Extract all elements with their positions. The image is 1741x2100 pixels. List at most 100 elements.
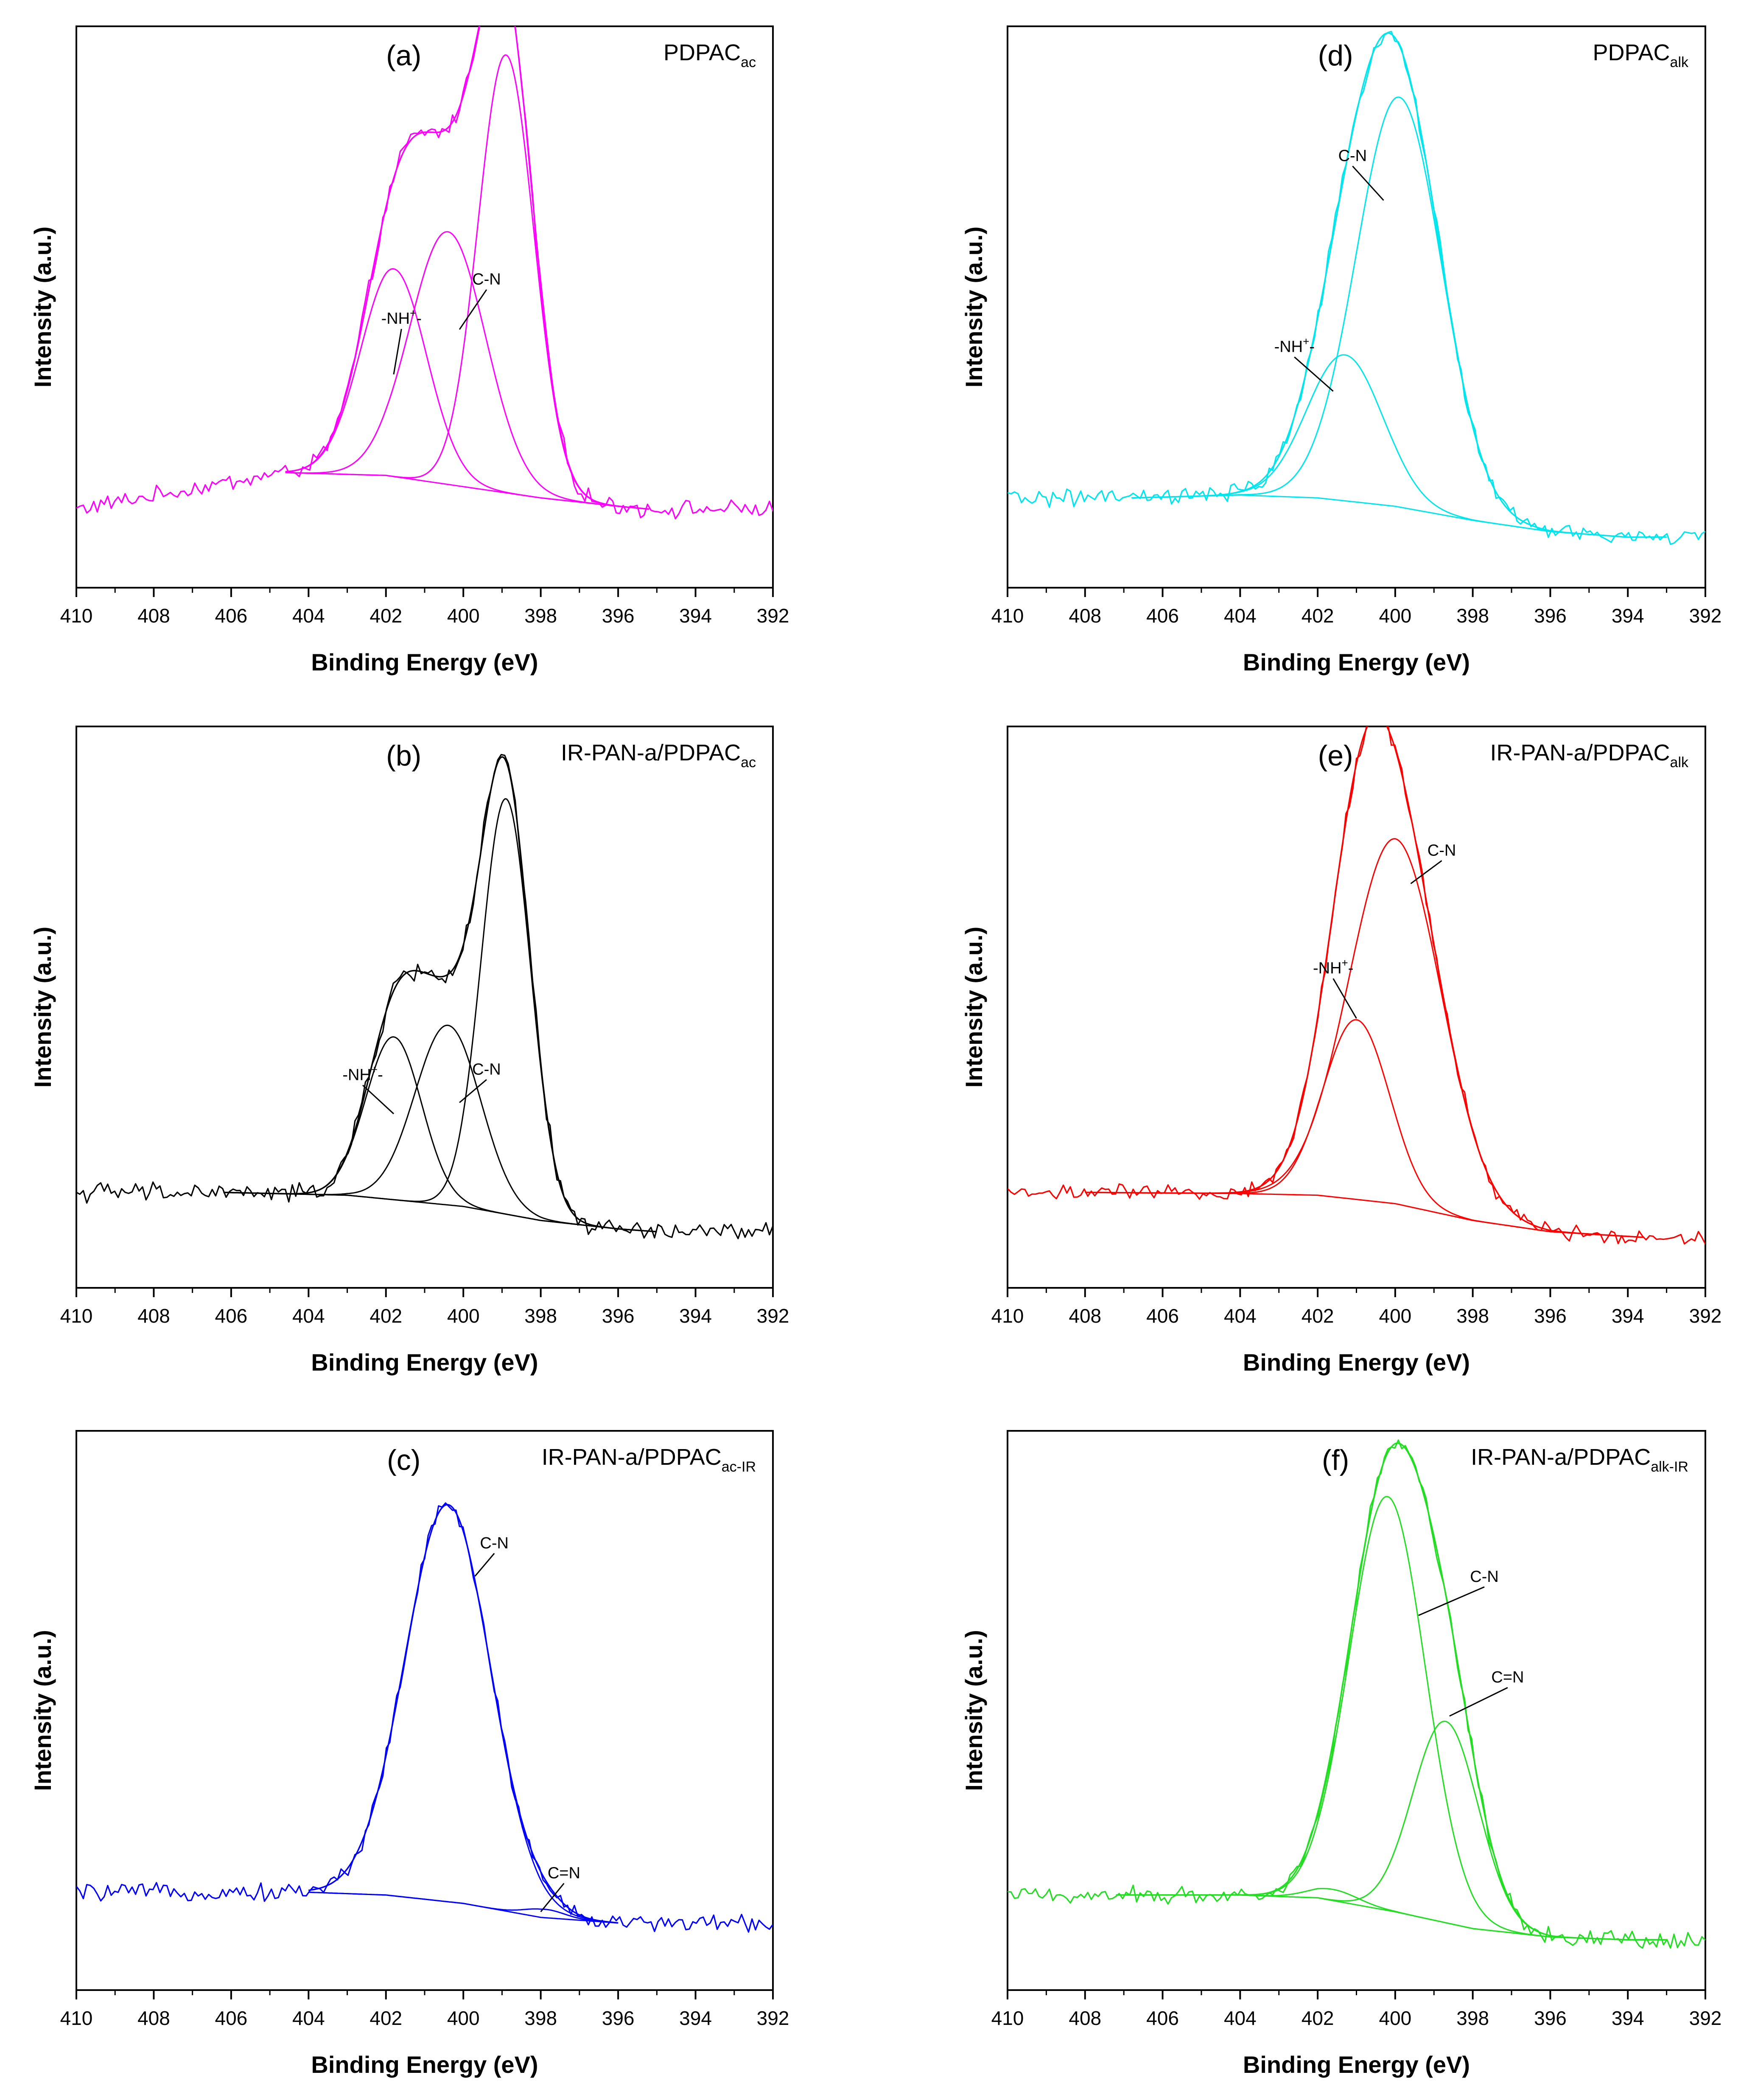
x-tick-label: 406 xyxy=(1146,2007,1179,2029)
fit-peak-line xyxy=(308,1891,619,1924)
x-tick-label: 404 xyxy=(292,2007,325,2029)
x-tick-label: 404 xyxy=(1224,605,1257,627)
x-tick-label: 392 xyxy=(1689,1305,1722,1327)
annotation-label: -NH+- xyxy=(1313,956,1353,977)
y-axis-label: Intensity (a.u.) xyxy=(960,227,987,388)
fit-peak-line xyxy=(1085,838,1643,1238)
annotation-text: C-N xyxy=(1338,147,1367,165)
x-tick-label: 400 xyxy=(1379,1305,1412,1327)
x-tick-label: 410 xyxy=(991,1305,1024,1327)
annotation-label: C-N xyxy=(472,1060,501,1078)
x-tick-label: 392 xyxy=(757,2007,789,2029)
x-tick-label: 396 xyxy=(1534,605,1567,627)
chart-panel-f: 410 408 406 404 402 400 398 396 394 392 Binding En… xyxy=(960,1430,1721,2078)
sample-subscript: alk xyxy=(1670,54,1689,70)
sample-label: IR-PAN-a/PDPACalk-IR xyxy=(1471,1444,1688,1475)
x-tick-label: 398 xyxy=(1456,2007,1489,2029)
x-tick-label: 410 xyxy=(60,605,93,627)
sample-name: IR-PAN-a/PDPAC xyxy=(1471,1444,1651,1470)
annotation-text: -NH xyxy=(1274,338,1303,356)
sample-subscript: alk-IR xyxy=(1651,1459,1688,1475)
annotation-label: -NH+- xyxy=(342,1063,383,1084)
fit-envelope-line xyxy=(308,1504,619,1924)
x-tick-label: 398 xyxy=(524,605,557,627)
x-tick-label: 408 xyxy=(137,2007,170,2029)
x-tick-label: 394 xyxy=(1612,1305,1644,1327)
annotation-label: -NH+- xyxy=(381,307,422,328)
annotation-text: C-N xyxy=(480,1534,509,1552)
annotation-label: C=N xyxy=(1491,1668,1524,1686)
x-tick-label: 406 xyxy=(215,605,248,627)
x-tick-label: 408 xyxy=(1069,1305,1101,1327)
curve-group xyxy=(1008,1439,1705,1949)
x-tick-label: 400 xyxy=(1379,605,1412,627)
x-tick-label: 406 xyxy=(215,1305,248,1327)
x-tick-label: 404 xyxy=(292,605,325,627)
fit-peak-line xyxy=(1116,1720,1667,1940)
x-tick-label: 406 xyxy=(215,2007,248,2029)
annotation-text: C=N xyxy=(548,1864,580,1882)
raw-spectrum-line xyxy=(1008,726,1705,1245)
curve-group xyxy=(1008,726,1705,1245)
annotation-leader xyxy=(1332,978,1357,1019)
annotation-leader xyxy=(1352,165,1384,201)
sample-label: IR-PAN-a/PDPACalk xyxy=(1490,740,1689,771)
curve-group xyxy=(76,1502,773,1933)
x-axis-label: Binding Energy (eV) xyxy=(311,649,538,676)
sample-name: IR-PAN-a/PDPAC xyxy=(542,1444,722,1470)
annotation-text: C-N xyxy=(472,271,501,289)
sample-label: IR-PAN-a/PDPACac-IR xyxy=(542,1444,756,1475)
x-axis-label: Binding Energy (eV) xyxy=(311,1349,538,1376)
x-tick-label: 402 xyxy=(1302,2007,1334,2029)
fit-peak-line xyxy=(1131,354,1667,538)
x-axis-label: Binding Energy (eV) xyxy=(1243,1349,1470,1376)
sample-name: IR-PAN-a/PDPAC xyxy=(1490,740,1670,765)
x-tick-label: 398 xyxy=(524,1305,557,1327)
x-tick-label: 396 xyxy=(1534,1305,1567,1327)
x-tick-label: 392 xyxy=(757,1305,789,1327)
x-tick-label: 402 xyxy=(1302,605,1334,627)
x-tick-label: 396 xyxy=(602,1305,635,1327)
chart-panel-d: 410 408 406 404 402 400 398 396 394 392 Binding En… xyxy=(960,25,1721,676)
annotation-leader xyxy=(362,1085,395,1114)
sample-name: PDPAC xyxy=(663,40,741,65)
fit-envelope-line xyxy=(1116,1442,1667,1941)
x-tick-label: 400 xyxy=(447,605,480,627)
annotation-superscript: + xyxy=(1303,335,1309,348)
annotation-leader xyxy=(474,1553,495,1577)
x-tick-label: 406 xyxy=(1146,1305,1179,1327)
annotation-text: -NH xyxy=(381,310,410,328)
y-axis-label: Intensity (a.u.) xyxy=(29,227,56,388)
baseline-line xyxy=(1116,1894,1667,1940)
annotation-label: C-N xyxy=(1428,841,1456,859)
x-tick-label: 394 xyxy=(1612,605,1644,627)
x-tick-label: 398 xyxy=(1456,605,1489,627)
x-tick-label: 396 xyxy=(1534,2007,1567,2029)
annotation-leader xyxy=(540,1883,565,1912)
x-tick-label: 408 xyxy=(137,1305,170,1327)
annotation-label: C-N xyxy=(472,271,501,289)
x-tick-label: 400 xyxy=(1379,2007,1412,2029)
x-tick-label: 402 xyxy=(1302,1305,1334,1327)
sample-subscript: ac-IR xyxy=(722,1459,756,1475)
panel-label: (f) xyxy=(1322,1444,1349,1476)
x-tick-label: 408 xyxy=(137,605,170,627)
annotation-superscript: + xyxy=(410,307,416,320)
plot-frame xyxy=(76,25,774,589)
annotation-label: C-N xyxy=(1338,147,1367,165)
x-axis-label: Binding Energy (eV) xyxy=(1243,649,1470,676)
sample-name: PDPAC xyxy=(1593,40,1670,65)
annotation-leader xyxy=(459,1079,487,1103)
x-tick-label: 398 xyxy=(524,2007,557,2029)
x-tick-label: 400 xyxy=(447,1305,480,1327)
panel-label: (e) xyxy=(1318,740,1353,772)
raw-spectrum-line xyxy=(76,754,773,1239)
x-tick-label: 402 xyxy=(369,2007,402,2029)
curve-group xyxy=(1008,31,1705,545)
curve-group xyxy=(76,754,773,1239)
fit-peak-line xyxy=(1131,96,1667,538)
curve-group xyxy=(76,26,773,519)
fit-peak-line xyxy=(1116,1496,1667,1940)
annotation-label: C-N xyxy=(480,1534,509,1552)
